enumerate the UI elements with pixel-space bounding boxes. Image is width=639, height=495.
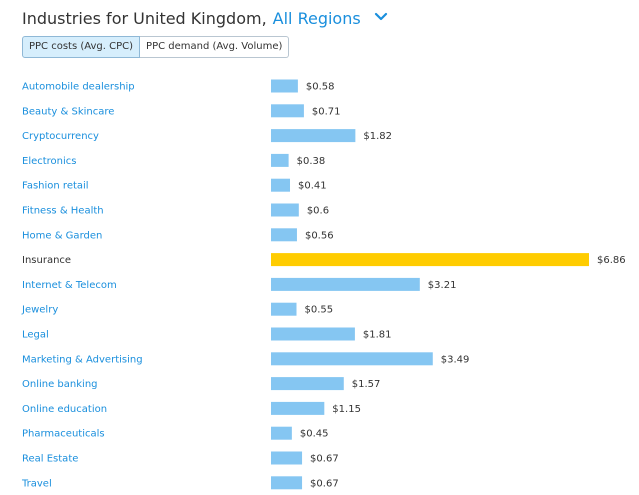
bar [271,451,303,465]
value-label: $1.82 [363,131,392,142]
value-label: $0.58 [306,82,335,93]
category-label[interactable]: Online education [22,404,107,415]
value-label: $3.21 [428,280,457,291]
value-label: $6.86 [597,255,626,266]
bar [271,327,355,341]
bar [271,401,325,415]
value-label: $0.67 [310,478,339,489]
bar [271,377,344,391]
value-label: $1.81 [363,330,392,341]
region-selector[interactable]: All Regions [273,9,388,28]
bar [271,104,304,118]
category-label[interactable]: Fitness & Health [22,206,104,217]
category-label[interactable]: Legal [22,330,49,341]
bar [271,253,589,267]
value-label: $0.71 [312,106,341,117]
category-label[interactable]: Automobile dealership [22,82,135,93]
bar [271,302,297,316]
tab-ppc-costs[interactable]: PPC costs (Avg. CPC) [22,36,141,58]
category-label[interactable]: Beauty & Skincare [22,106,114,117]
category-label[interactable]: Jewelry [21,305,58,316]
category-label[interactable]: Electronics [22,156,77,167]
bar [271,203,299,217]
value-label: $0.6 [307,206,329,217]
category-label[interactable]: Online banking [22,379,98,390]
page-title: Industries for United Kingdom, [22,8,267,28]
bar [271,476,303,490]
page-header: Industries for United Kingdom, All Regio… [22,6,388,30]
category-label: Insurance [22,255,71,266]
value-label: $0.38 [297,156,326,167]
category-label[interactable]: Marketing & Advertising [22,354,143,365]
value-label: $0.55 [304,305,333,316]
category-label[interactable]: Cryptocurrency [22,131,99,142]
region-label: All Regions [272,8,361,28]
chevron-down-icon [374,12,387,20]
value-label: $0.67 [310,454,339,465]
metric-tabs: PPC costs (Avg. CPC) PPC demand (Avg. Vo… [22,36,290,58]
value-label: $1.57 [352,379,381,390]
value-label: $0.45 [300,429,329,440]
bar [271,426,292,440]
category-label[interactable]: Travel [21,478,52,489]
category-label[interactable]: Fashion retail [22,181,89,192]
category-label[interactable]: Pharmaceuticals [22,429,105,440]
category-label[interactable]: Home & Garden [22,230,102,241]
bar [271,178,291,192]
bar [271,129,356,143]
category-label[interactable]: Real Estate [22,454,78,465]
value-label: $0.56 [305,230,334,241]
bar [271,153,289,167]
value-label: $1.15 [332,404,361,415]
category-label[interactable]: Internet & Telecom [22,280,117,291]
value-label: $0.41 [298,181,327,192]
tab-ppc-demand[interactable]: PPC demand (Avg. Volume) [140,36,290,58]
bar [271,352,433,366]
bar [271,79,298,93]
value-label: $3.49 [441,354,470,365]
bar [271,277,420,291]
bar [271,228,297,242]
